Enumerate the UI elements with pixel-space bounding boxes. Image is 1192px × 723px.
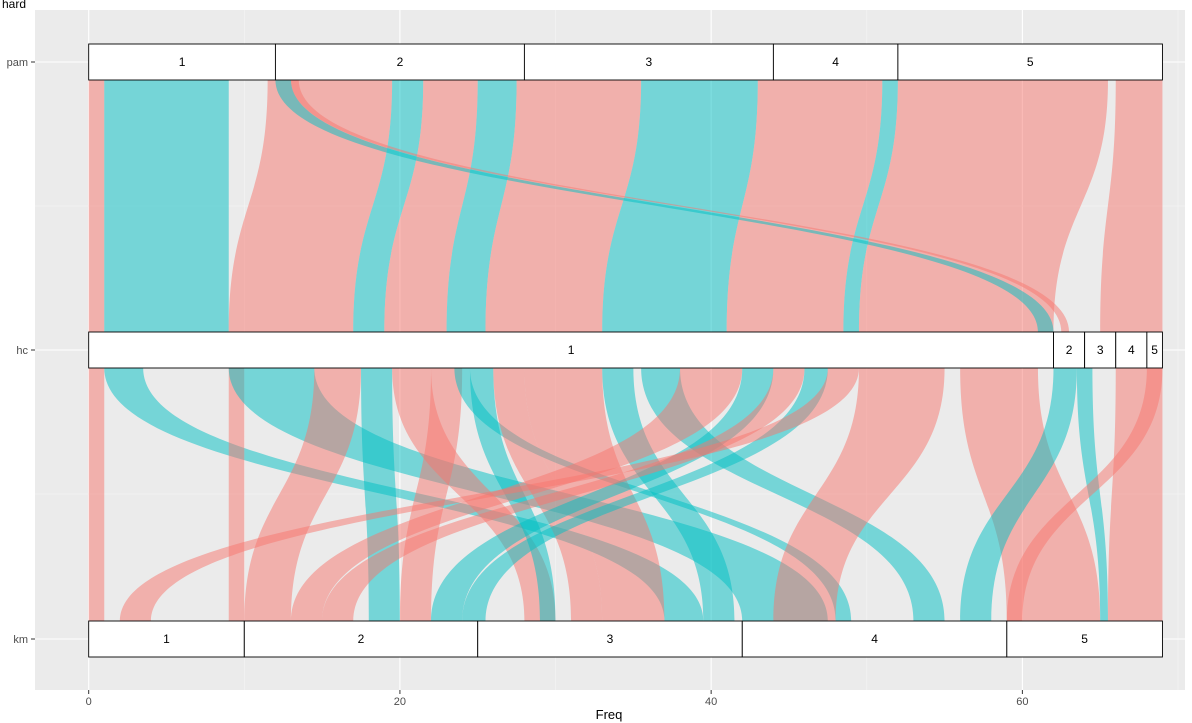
flow-hc-km <box>1107 368 1163 621</box>
flow-hc-km <box>244 368 362 621</box>
stratum-pam-3 <box>523 43 774 81</box>
stratum-label-hc-1: 1 <box>568 343 575 357</box>
y-tick-label-pam: pam <box>7 57 28 69</box>
flow-pam-hc <box>446 80 517 332</box>
stratum-label-km-5: 5 <box>1081 632 1088 646</box>
stratum-label-pam-4: 4 <box>832 55 839 69</box>
stratum-label-km-2: 2 <box>358 632 365 646</box>
flow-pam-hc <box>485 80 642 332</box>
stratum-label-hc-3: 3 <box>1097 343 1104 357</box>
stratum-pam-5 <box>897 43 1163 81</box>
flow-pam-hc <box>104 80 229 332</box>
flow-pam-hc <box>858 80 1108 332</box>
stratum-label-hc-2: 2 <box>1066 343 1073 357</box>
stratum-label-pam-5: 5 <box>1027 55 1034 69</box>
stratum-label-pam-2: 2 <box>397 55 404 69</box>
legend-label: hard <box>2 0 26 11</box>
stratum-hc-5 <box>1146 331 1163 369</box>
y-tick-label-hc: hc <box>16 345 28 357</box>
stratum-km-1 <box>88 620 245 658</box>
strata-layer: 1 2 3 4 5 1 2 3 4 5 1 2 3 4 5 <box>88 43 1163 658</box>
flow-hc-km <box>399 368 463 621</box>
y-tick-label-km: km <box>13 634 28 646</box>
stratum-label-hc-4: 4 <box>1128 343 1135 357</box>
stratum-km-2 <box>243 620 479 658</box>
flow-pam-hc <box>353 80 424 332</box>
stratum-label-km-1: 1 <box>163 632 170 646</box>
flow-pam-hc <box>384 80 478 332</box>
stratum-label-km-4: 4 <box>871 632 878 646</box>
flow-hc-km <box>641 368 945 621</box>
stratum-hc-1 <box>88 331 1054 369</box>
flow-hc-km <box>88 368 105 621</box>
stratum-label-pam-3: 3 <box>646 55 653 69</box>
flow-hc-km <box>1006 368 1163 621</box>
x-tick-label-40: 40 <box>705 696 717 708</box>
stratum-hc-3 <box>1084 331 1117 369</box>
stratum-label-hc-5: 5 <box>1151 343 1158 357</box>
flow-hc-km <box>960 368 1077 621</box>
stratum-hc-2 <box>1053 331 1086 369</box>
stratum-km-4 <box>741 620 1008 658</box>
flow-pam-hc <box>290 80 1070 332</box>
flows-layer <box>88 80 1163 621</box>
flow-pam-hc <box>88 80 105 332</box>
flow-hc-km <box>119 368 859 621</box>
flow-pam-hc <box>726 80 883 332</box>
flow-pam-hc <box>1100 80 1163 332</box>
stratum-hc-4 <box>1115 331 1148 369</box>
flow-hc-km <box>602 368 735 621</box>
flow-hc-km <box>290 368 743 621</box>
flow-pam-hc <box>228 80 393 332</box>
stratum-label-pam-1: 1 <box>179 55 186 69</box>
x-tick-label-0: 0 <box>86 696 92 708</box>
flow-hc-km <box>431 368 774 621</box>
flow-pam-hc <box>275 80 1054 332</box>
stratum-km-3 <box>477 620 743 658</box>
stratum-km-5 <box>1006 620 1163 658</box>
x-tick-label-20: 20 <box>394 696 406 708</box>
x-axis-title: Freq <box>596 707 623 722</box>
flow-hc-km <box>228 368 245 621</box>
stratum-label-km-3: 3 <box>607 632 614 646</box>
stratum-pam-2 <box>274 43 525 81</box>
stratum-pam-1 <box>88 43 276 81</box>
flow-hc-km <box>462 368 828 621</box>
flow-hc-km <box>104 368 704 621</box>
flow-hc-km <box>322 368 805 621</box>
flow-hc-km <box>773 368 945 621</box>
flow-pam-hc <box>843 80 898 332</box>
axes-layer: pam hc km 0 20 40 60 <box>7 57 1029 708</box>
x-tick-label-60: 60 <box>1016 696 1028 708</box>
